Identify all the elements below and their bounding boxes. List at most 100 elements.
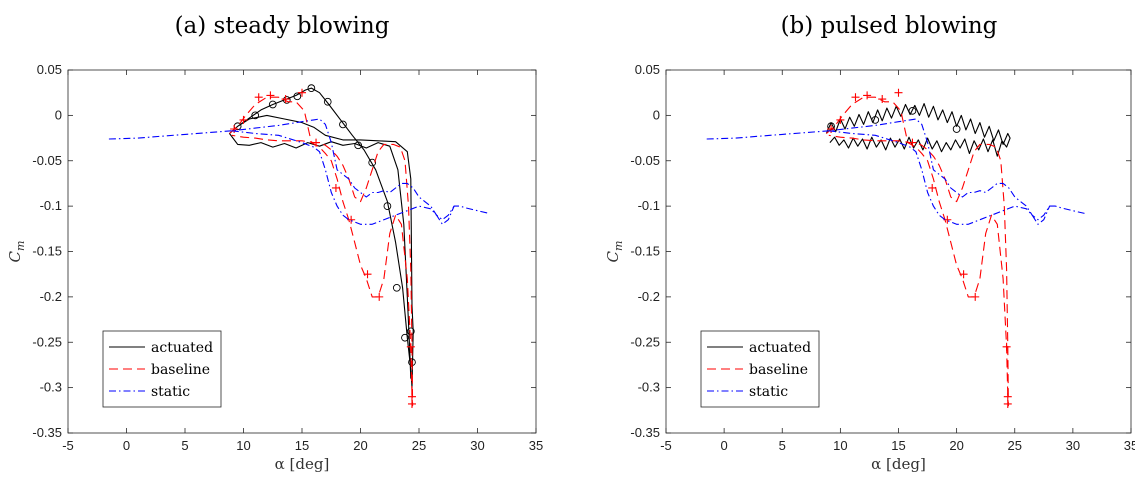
y-axis-label: Cm xyxy=(6,241,27,263)
y-tick-label: -0.3 xyxy=(40,380,62,395)
marker-actuated xyxy=(251,111,260,120)
series-line-actuated xyxy=(825,103,1011,157)
y-tick-label: -0.3 xyxy=(638,380,660,395)
marker-actuated xyxy=(392,283,401,292)
x-tick-label: 15 xyxy=(891,438,905,453)
y-tick-label: -0.05 xyxy=(32,153,62,168)
marker-actuated xyxy=(293,92,302,101)
marker-baseline xyxy=(908,138,917,147)
x-tick-label: 10 xyxy=(236,438,250,453)
marker-baseline xyxy=(254,93,263,102)
marker-baseline xyxy=(827,124,836,133)
y-tick-label: -0.25 xyxy=(32,334,62,349)
marker-baseline xyxy=(281,95,290,104)
marker-baseline xyxy=(298,88,306,97)
x-tick-label: 5 xyxy=(181,438,188,453)
marker-baseline xyxy=(959,270,968,279)
marker-baseline xyxy=(878,95,887,104)
y-tick-label: -0.35 xyxy=(32,425,62,440)
y-tick-label: -0.35 xyxy=(630,425,660,440)
marker-baseline xyxy=(347,215,356,224)
x-tick-label: 30 xyxy=(1066,438,1080,453)
x-tick-label: 10 xyxy=(833,438,847,453)
x-tick-label: 35 xyxy=(1124,438,1135,453)
legend-label-baseline: baseline xyxy=(749,362,808,378)
legend-label-actuated: actuated xyxy=(749,340,811,356)
marker-baseline xyxy=(851,93,860,102)
legend: actuated baseline static xyxy=(102,330,222,408)
y-tick-label: -0.2 xyxy=(40,289,62,304)
marker-actuated xyxy=(368,158,377,167)
x-tick-label: 5 xyxy=(779,438,786,453)
x-axis-label: α [deg] xyxy=(275,455,330,473)
marker-baseline xyxy=(363,270,372,279)
chart-title: (b) pulsed blowing xyxy=(781,13,998,39)
marker-baseline xyxy=(406,342,415,351)
marker-baseline xyxy=(894,88,903,97)
marker-baseline xyxy=(239,115,248,124)
chart-panel-1: (b) pulsed blowing -5 0 5 10 15 20 25 30 35 0.05 0 -… xyxy=(604,13,1135,473)
marker-actuated xyxy=(282,96,291,104)
marker-baseline xyxy=(266,91,275,100)
marker-baseline xyxy=(230,124,239,133)
y-tick-label: -0.1 xyxy=(638,198,660,213)
marker-baseline xyxy=(1003,399,1012,408)
marker-baseline xyxy=(928,183,937,192)
chart-title: (a) steady blowing xyxy=(175,13,390,39)
x-axis-label: α [deg] xyxy=(871,455,926,473)
marker-baseline xyxy=(375,292,384,301)
x-tick-label: 35 xyxy=(529,438,543,453)
series-line-static-branch xyxy=(231,130,455,225)
marker-actuated xyxy=(383,202,392,210)
x-tick-label: 0 xyxy=(123,438,130,453)
legend-label-actuated: actuated xyxy=(151,340,213,356)
series-line-static xyxy=(108,118,490,221)
x-tick-label: 30 xyxy=(470,438,484,453)
x-tick-label: -5 xyxy=(660,438,672,453)
marker-actuated xyxy=(871,116,880,124)
y-tick-label: -0.25 xyxy=(630,334,660,349)
legend-label-static: static xyxy=(151,384,190,400)
marker-baseline xyxy=(836,115,845,124)
legend: actuated baseline static xyxy=(700,330,820,408)
marker-actuated xyxy=(952,125,961,133)
x-tick-label: 25 xyxy=(1008,438,1022,453)
marker-actuated xyxy=(307,84,316,93)
y-axis-label: Cm xyxy=(604,241,625,263)
marker-baseline xyxy=(1003,392,1012,401)
y-tick-label: 0.05 xyxy=(37,62,62,77)
x-tick-label: 20 xyxy=(353,438,367,453)
legend-box xyxy=(700,330,820,408)
marker-actuated xyxy=(908,106,917,115)
y-tick-label: -0.05 xyxy=(630,153,660,168)
series-line-static-branch xyxy=(828,130,1051,225)
marker-actuated xyxy=(401,333,409,342)
series-line-static xyxy=(706,118,1085,221)
legend-box xyxy=(102,330,222,408)
chart-panel-0: (a) steady blowing -5 0 5 10 15 20 25 30 35 0.05 0 -… xyxy=(6,13,543,473)
marker-baseline xyxy=(312,138,321,147)
marker-baseline xyxy=(1002,342,1011,351)
x-tick-label: -5 xyxy=(62,438,74,453)
y-tick-label: 0 xyxy=(55,107,62,122)
y-tick-label: 0 xyxy=(653,107,660,122)
marker-baseline xyxy=(407,392,416,401)
y-tick-label: -0.15 xyxy=(630,244,660,259)
x-tick-label: 15 xyxy=(295,438,309,453)
marker-baseline xyxy=(331,183,340,192)
y-tick-label: -0.1 xyxy=(40,198,62,213)
marker-actuated xyxy=(323,97,332,106)
marker-actuated xyxy=(406,327,415,336)
marker-baseline xyxy=(863,91,872,100)
marker-actuated xyxy=(354,141,363,150)
marker-actuated xyxy=(268,100,277,109)
y-tick-label: -0.2 xyxy=(638,289,660,304)
legend-label-baseline: baseline xyxy=(151,362,210,378)
marker-baseline xyxy=(407,399,416,408)
y-tick-label: 0.05 xyxy=(635,62,660,77)
x-tick-label: 0 xyxy=(721,438,728,453)
marker-actuated xyxy=(339,120,347,129)
y-tick-label: -0.15 xyxy=(32,244,62,259)
legend-label-static: static xyxy=(749,384,788,400)
